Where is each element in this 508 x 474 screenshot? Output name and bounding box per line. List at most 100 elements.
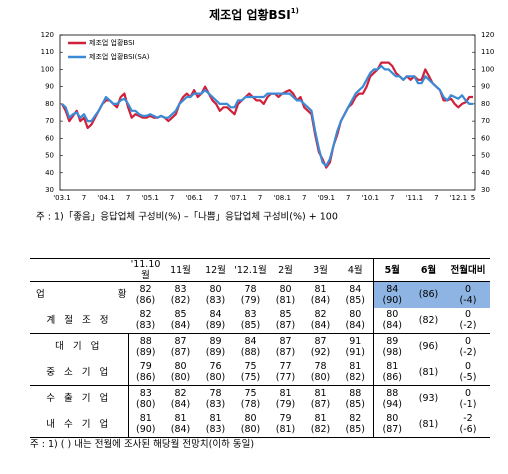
- cell-text: 91: [349, 335, 362, 347]
- x-tick-label: 7: [434, 194, 438, 202]
- cell-text: (83): [205, 294, 226, 306]
- table-note: 주 : 1) ( ) 내는 전월에 조사된 해당월 전망치(이하 동일): [30, 439, 255, 450]
- data-cell: 80 (84): [372, 307, 411, 334]
- data-cell: 0 (-5): [446, 360, 490, 386]
- data-cell: 82 (84): [303, 308, 338, 334]
- cell-text: 80: [279, 283, 292, 295]
- cell-text: 89: [209, 335, 222, 347]
- header-cell: '11.10월: [130, 259, 161, 281]
- cell-text: (84): [170, 398, 191, 410]
- data-cell: 88 (89): [127, 333, 163, 360]
- cell-text: 87: [314, 335, 327, 347]
- cell-text: 83: [174, 283, 187, 295]
- cell-text: (79): [275, 398, 296, 410]
- chart: 제조업 업황BSI1) 주 : 1)「좋음」응답업체 구성비(%) –「나쁨」응…: [36, 7, 494, 223]
- data-cell: 84 (90): [372, 281, 411, 308]
- x-tick-label: 5: [471, 194, 475, 202]
- table-row: 계 절 조 정 82 (83) 85 (84) 84 (89) 83 (85) 85 (87) 82(…: [30, 307, 490, 334]
- header-cell: 12월: [205, 264, 226, 276]
- header-cell: 11월: [170, 264, 191, 276]
- cell-text: (88): [240, 346, 261, 358]
- cell-text: 81: [349, 361, 362, 373]
- cell-text: 78: [209, 387, 222, 399]
- cell-text: (89): [205, 320, 226, 332]
- data-cell: 84 (88): [233, 334, 268, 360]
- cell-text: 0: [464, 387, 472, 399]
- data-cell: 83 (85): [233, 308, 268, 334]
- data-cell: 75 (75): [233, 360, 268, 386]
- cell-text: 75: [244, 387, 257, 399]
- data-cell: 81 (87): [303, 386, 338, 412]
- row-label: 업 황: [36, 289, 127, 301]
- y2-tick-label: 70: [481, 117, 490, 125]
- cell-text: 81: [314, 413, 327, 425]
- y2-tick-label: 50: [481, 152, 490, 160]
- data-cell: 80 (84): [338, 308, 373, 334]
- cell-text: 82: [139, 309, 152, 321]
- data-cell: 81 (84): [303, 282, 338, 308]
- data-cell: 81 (90): [127, 411, 163, 438]
- data-cell: 85 (84): [163, 308, 198, 334]
- data-cell: 85 (87): [268, 308, 303, 334]
- data-cell: 81 (79): [268, 386, 303, 412]
- cell-text: (77): [275, 372, 296, 384]
- cell-text: 84: [349, 283, 362, 295]
- data-cell: 88 (94): [372, 385, 411, 412]
- x-tick-label: '12.1: [450, 194, 468, 202]
- cell-text: 81: [174, 413, 187, 425]
- x-tick-label: '03.1: [53, 194, 71, 202]
- table-row: 업 황 82 (86) 83 (82) 80 (83) 78 (79) 80 (81) 81 (84) 8…: [30, 281, 490, 308]
- cell-text: 80: [244, 413, 257, 425]
- title-text: 제조업 업황BSI: [209, 7, 291, 22]
- cell-text: 81: [209, 413, 222, 425]
- y2-tick-label: 80: [481, 100, 490, 108]
- data-cell: 83 (80): [127, 385, 163, 412]
- cell-text: (81): [275, 424, 296, 436]
- cell-text: 80: [174, 361, 187, 373]
- y2-tick-label: 110: [481, 48, 494, 56]
- cell-text: (86): [135, 372, 156, 384]
- header-cell: 6월: [420, 264, 437, 276]
- cell-text: (-1): [459, 398, 477, 410]
- data-cell: 78 (79): [233, 282, 268, 308]
- row-label: 내 수 기 업: [46, 418, 112, 430]
- cell-text: 78: [314, 361, 327, 373]
- data-cell: 81 (82): [338, 360, 373, 386]
- title-note: 1): [291, 7, 299, 15]
- cell-text: (81): [418, 366, 439, 378]
- cell-text: (85): [240, 320, 261, 332]
- data-cell: 80 (80): [163, 360, 198, 386]
- cell-text: (89): [205, 346, 226, 358]
- y-tick-label: 80: [45, 100, 54, 108]
- data-cell: (81): [411, 412, 446, 438]
- cell-text: (79): [240, 294, 261, 306]
- x-tick-label: '09.1: [317, 194, 335, 202]
- cell-text: (80): [240, 424, 261, 436]
- cell-text: 84: [244, 335, 257, 347]
- cell-text: (85): [345, 424, 365, 436]
- data-cell: 82 (84): [163, 386, 198, 412]
- data-cell: 87 (92): [303, 334, 338, 360]
- plot-frame: [59, 34, 476, 191]
- y2-tick-label: 90: [481, 83, 490, 91]
- cell-text: (82): [170, 294, 191, 306]
- header-cell: 3월: [313, 264, 328, 276]
- x-tick-label: '07.1: [229, 194, 247, 202]
- data-cell: 80 (87): [372, 411, 411, 438]
- cell-text: 83: [244, 309, 257, 321]
- chart-note: 주 : 1)「좋음」응답업체 구성비(%) –「나쁨」응답업체 구성비(%) +…: [36, 211, 338, 223]
- data-cell: 75 (78): [233, 386, 268, 412]
- cell-text: (-2): [459, 320, 477, 332]
- y-tick-label: 120: [41, 31, 54, 39]
- cell-text: 87: [174, 335, 187, 347]
- cell-text: 82: [139, 283, 152, 295]
- row-label: 대 기 업: [55, 341, 103, 353]
- cell-text: 0: [464, 335, 472, 347]
- x-tick-label: '04.1: [97, 194, 115, 202]
- cell-text: (87): [170, 346, 191, 358]
- cell-text: (78): [240, 398, 261, 410]
- cell-text: (87): [275, 346, 296, 358]
- cell-text: (84): [310, 294, 331, 306]
- header-cell: '12.1월: [234, 264, 267, 276]
- cell-text: 79: [279, 413, 292, 425]
